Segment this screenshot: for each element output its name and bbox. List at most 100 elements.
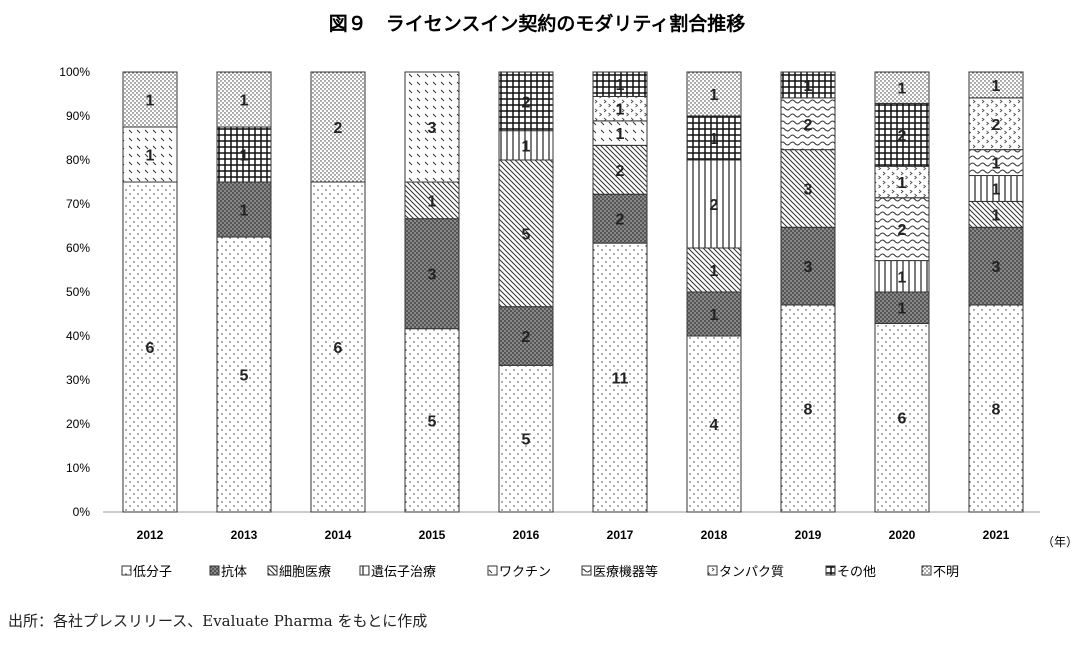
data-label: 1: [992, 181, 1001, 198]
data-label: 1: [992, 78, 1001, 95]
data-label: 1: [522, 138, 531, 155]
bar-segment: [874, 197, 930, 262]
data-label: 8: [804, 401, 813, 418]
bar-segment: [968, 304, 1024, 513]
x-tick-label: 2015: [419, 528, 446, 542]
bar-segment: [310, 71, 366, 183]
bar-segment: [592, 120, 648, 146]
legend-label: 遺伝子治療: [371, 565, 436, 580]
data-label: 2: [992, 117, 1001, 134]
bar-segment: [874, 102, 930, 167]
bar-segment: [780, 226, 836, 306]
y-tick-label: 10%: [66, 461, 90, 475]
bar-segment: [874, 71, 930, 104]
data-label: 1: [898, 81, 907, 98]
y-tick-label: 50%: [66, 285, 90, 299]
legend-swatch: [707, 565, 718, 576]
x-tick-label: 2021: [983, 528, 1010, 542]
data-label: 2: [522, 94, 531, 111]
bar-segment: [686, 335, 742, 513]
data-label: 2: [898, 222, 907, 239]
bar-segment: [216, 181, 272, 238]
y-tick-label: 30%: [66, 373, 90, 387]
bar-segment: [686, 247, 742, 293]
y-tick-label: 40%: [66, 329, 90, 343]
y-tick-label: 70%: [66, 197, 90, 211]
bar-segment: [686, 159, 742, 249]
data-label: 2: [334, 120, 343, 137]
chart-title: 図９ ライセンスイン契約のモダリティ割合推移: [329, 12, 745, 35]
x-tick-label: 2019: [795, 528, 822, 542]
y-tick-label: 80%: [66, 153, 90, 167]
y-tick-label: 60%: [66, 241, 90, 255]
bar-segment: [874, 165, 930, 199]
legend-swatch: [825, 565, 836, 576]
bar-segment: [968, 149, 1024, 177]
bar-segment: [122, 181, 178, 513]
bar-segment: [216, 236, 272, 513]
legend-label: 医療機器等: [593, 564, 658, 580]
data-label: 1: [240, 93, 249, 110]
bar-segment: [592, 95, 648, 122]
data-label: 2: [804, 117, 813, 134]
data-label: 5: [522, 432, 531, 449]
x-tick-label: 2018: [701, 528, 728, 542]
data-label: 1: [710, 307, 719, 324]
legend-swatch: [267, 565, 278, 576]
data-label: 1: [616, 102, 625, 119]
legend-label: 不明: [933, 565, 959, 580]
data-label: 3: [992, 259, 1001, 276]
bar-segment: [968, 97, 1024, 151]
bar-segment: [122, 71, 178, 128]
data-label: 1: [710, 87, 719, 104]
x-tick-label: 2020: [889, 528, 916, 542]
x-tick-label: 2016: [513, 528, 540, 542]
data-label: 1: [710, 131, 719, 148]
bar-segment: [216, 126, 272, 183]
data-label: 1: [146, 93, 155, 110]
y-tick-label: 0%: [73, 505, 91, 519]
bar-segment: [498, 130, 554, 161]
data-label: 11: [612, 371, 629, 388]
legend-swatch: [921, 565, 932, 576]
y-tick-label: 90%: [66, 109, 90, 123]
bar-segment: [968, 226, 1024, 306]
data-label: 3: [428, 267, 437, 284]
bar-segment: [686, 115, 742, 161]
y-tick-label: 20%: [66, 417, 90, 431]
data-label: 2: [616, 212, 625, 229]
legend-label: 細胞医療: [279, 565, 331, 580]
bar-segment: [310, 181, 366, 513]
data-label: 1: [616, 126, 625, 143]
bar-segment: [498, 364, 554, 513]
data-label: 2: [616, 163, 625, 180]
bar-segment: [122, 126, 178, 183]
legend-swatch: [581, 565, 592, 576]
data-label: 4: [710, 417, 719, 434]
data-label: 1: [804, 78, 813, 95]
data-label: 5: [522, 226, 531, 243]
data-label: 6: [334, 340, 343, 357]
bar-segment: [404, 181, 460, 220]
data-label: 5: [428, 413, 437, 430]
data-label: 1: [240, 148, 249, 165]
data-label: 2: [898, 128, 907, 145]
data-label: 1: [992, 156, 1001, 173]
legend-label: タンパク質: [719, 565, 784, 580]
legend-swatch: [121, 565, 132, 576]
legend-label: 低分子: [133, 565, 172, 580]
data-label: 1: [898, 175, 907, 192]
legend-label: ワクチン: [499, 565, 551, 580]
bar-segment: [968, 175, 1024, 202]
data-label: 1: [710, 263, 719, 280]
bar-segment: [498, 306, 554, 366]
legend-swatch: [209, 565, 220, 576]
y-tick-label: 100%: [59, 65, 90, 79]
bar-segment: [968, 71, 1024, 99]
data-label: 1: [240, 203, 249, 220]
legend-swatch: [487, 565, 498, 576]
bar-segment: [780, 71, 836, 99]
bar-segment: [404, 71, 460, 183]
bar-segment: [498, 71, 554, 132]
